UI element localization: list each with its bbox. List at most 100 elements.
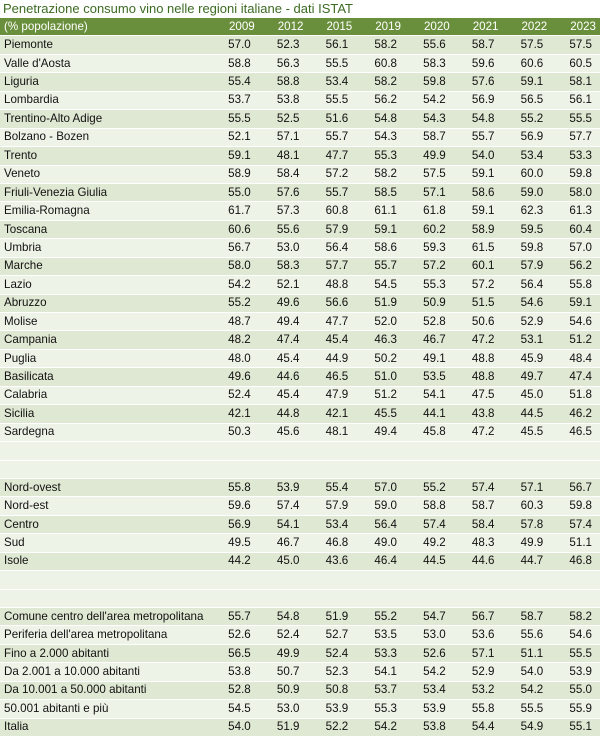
value-cell: 54.6 xyxy=(502,294,552,314)
empty-cell xyxy=(551,570,600,590)
value-cell: 57.5 xyxy=(405,165,454,184)
row-label: Friuli-Venezia Giulia xyxy=(0,183,210,203)
row-label: Toscana xyxy=(0,220,210,240)
value-cell: 51.6 xyxy=(307,109,357,129)
value-cell: 48.0 xyxy=(210,349,259,369)
table-row: Fino a 2.000 abitanti 56.5 49.9 52.4 53.3 52.… xyxy=(0,644,600,664)
value-cell: 53.4 xyxy=(502,146,552,166)
value-cell: 55.4 xyxy=(307,478,357,498)
value-cell: 47.7 xyxy=(307,312,357,332)
value-cell: 57.9 xyxy=(502,257,552,277)
value-cell: 54.7 xyxy=(405,607,454,627)
value-cell: 59.8 xyxy=(551,165,600,184)
value-cell: 56.9 xyxy=(210,515,259,535)
value-cell: 55.8 xyxy=(453,699,503,719)
row-label: Sicilia xyxy=(0,404,210,424)
empty-cell xyxy=(405,589,454,609)
row-label: Veneto xyxy=(0,165,210,184)
value-cell: 45.0 xyxy=(502,386,552,406)
value-cell: 51.1 xyxy=(551,533,600,553)
empty-cell xyxy=(258,441,308,461)
empty-cell xyxy=(258,589,308,609)
table-row: Piemonte 57.0 52.3 56.1 58.2 55.6 58.7 57.5 57.5 xyxy=(0,35,600,55)
empty-cell xyxy=(356,441,405,461)
value-cell: 55.5 xyxy=(551,644,600,664)
value-cell: 57.1 xyxy=(405,183,454,203)
empty-cell xyxy=(405,460,454,479)
wine-consumption-table: (% popolazione) 2009 2012 2015 2019 2020 2021… xyxy=(0,18,600,737)
value-cell: 55.2 xyxy=(210,294,259,314)
value-cell: 53.2 xyxy=(453,681,503,701)
value-cell: 58.5 xyxy=(356,183,405,203)
value-cell: 54.6 xyxy=(551,312,600,332)
value-cell: 56.2 xyxy=(356,91,405,111)
value-cell: 55.1 xyxy=(551,718,600,737)
value-cell: 52.2 xyxy=(307,718,357,737)
row-label: Comune centro dell'area metropolitana xyxy=(0,607,210,627)
year-header: 2009 xyxy=(210,18,259,37)
value-cell: 59.8 xyxy=(405,72,454,92)
value-cell: 49.4 xyxy=(356,423,405,443)
value-cell: 51.0 xyxy=(356,367,405,387)
value-cell: 58.7 xyxy=(405,128,454,148)
value-cell: 54.0 xyxy=(210,718,259,737)
value-cell: 55.5 xyxy=(551,109,600,129)
year-header: 2015 xyxy=(307,18,357,37)
value-cell: 60.0 xyxy=(502,165,552,184)
value-cell: 53.8 xyxy=(210,662,259,682)
value-cell: 44.9 xyxy=(307,349,357,369)
value-cell: 58.0 xyxy=(210,257,259,277)
value-cell: 58.7 xyxy=(502,607,552,627)
value-cell: 57.8 xyxy=(502,515,552,535)
value-cell: 52.9 xyxy=(453,662,503,682)
value-cell: 58.0 xyxy=(551,183,600,203)
year-header: 2021 xyxy=(453,18,503,37)
value-cell: 57.2 xyxy=(453,275,503,295)
value-cell: 47.7 xyxy=(307,146,357,166)
value-cell: 48.8 xyxy=(307,275,357,295)
value-cell: 54.2 xyxy=(356,718,405,737)
table-row: Valle d'Aosta 58.8 56.3 55.5 60.8 58.3 59.6 60.… xyxy=(0,54,600,74)
empty-cell xyxy=(453,570,503,590)
value-cell: 47.2 xyxy=(453,330,503,350)
value-cell: 56.7 xyxy=(551,478,600,498)
value-cell: 54.1 xyxy=(356,662,405,682)
value-cell: 46.7 xyxy=(405,330,454,350)
value-cell: 44.2 xyxy=(210,552,259,572)
value-cell: 46.3 xyxy=(356,330,405,350)
year-header: 2019 xyxy=(356,18,405,37)
value-cell: 56.4 xyxy=(502,275,552,295)
row-label: Lombardia xyxy=(0,91,210,111)
value-cell: 60.8 xyxy=(356,54,405,74)
table-row: Umbria 56.7 53.0 56.4 58.6 59.3 61.5 59.8 57.0 xyxy=(0,238,600,258)
empty-cell xyxy=(210,460,259,479)
value-cell: 58.2 xyxy=(356,72,405,92)
value-cell: 52.3 xyxy=(258,35,308,55)
value-cell: 53.0 xyxy=(258,238,308,258)
value-cell: 56.4 xyxy=(307,238,357,258)
year-header: 2022 xyxy=(502,18,552,37)
empty-cell xyxy=(307,441,357,461)
row-label: Nord-est xyxy=(0,496,210,516)
table-row: Sicilia 42.1 44.8 42.1 45.5 44.1 43.8 44.5 46.2 xyxy=(0,404,600,424)
value-cell: 58.1 xyxy=(551,72,600,92)
row-label: Puglia xyxy=(0,349,210,369)
value-cell: 57.7 xyxy=(551,128,600,148)
value-cell: 52.7 xyxy=(307,625,357,645)
value-cell: 57.9 xyxy=(307,220,357,240)
value-cell: 48.1 xyxy=(258,146,308,166)
value-cell: 54.2 xyxy=(210,275,259,295)
value-cell: 53.4 xyxy=(307,515,357,535)
value-cell: 51.2 xyxy=(356,386,405,406)
value-cell: 52.4 xyxy=(307,644,357,664)
value-cell: 56.1 xyxy=(307,35,357,55)
value-cell: 60.6 xyxy=(210,220,259,240)
value-cell: 56.6 xyxy=(307,294,357,314)
value-cell: 59.1 xyxy=(356,220,405,240)
value-cell: 58.6 xyxy=(356,238,405,258)
value-cell: 44.1 xyxy=(405,404,454,424)
table-row: Veneto 58.9 58.4 57.2 58.2 57.5 59.1 60.0 59.8 xyxy=(0,165,600,184)
table-row: Abruzzo 55.2 49.6 56.6 51.9 50.9 51.5 54.6 59.1 xyxy=(0,294,600,314)
value-cell: 57.2 xyxy=(405,257,454,277)
